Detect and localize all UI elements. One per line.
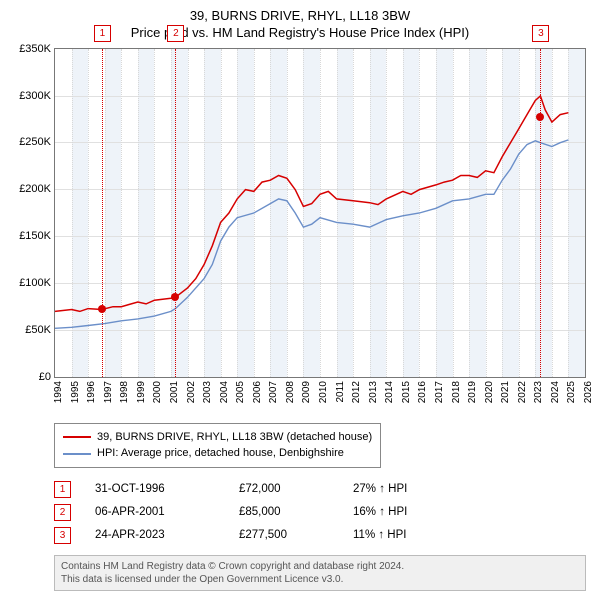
xtick-label: 2013	[368, 381, 379, 403]
xtick-label: 2010	[318, 381, 329, 403]
sale-marker-box: 3	[54, 527, 71, 544]
xtick-label: 2008	[285, 381, 296, 403]
xtick-label: 1996	[86, 381, 97, 403]
xtick-label: 1998	[119, 381, 130, 403]
footer-line-2: This data is licensed under the Open Gov…	[61, 573, 579, 586]
ytick-label: £350K	[19, 43, 51, 55]
xtick-label: 2017	[434, 381, 445, 403]
xtick-label: 2016	[417, 381, 428, 403]
ytick-label: £50K	[25, 324, 51, 336]
xtick-label: 2000	[152, 381, 163, 403]
sales-table: 1 31-OCT-1996 £72,000 27% ↑ HPI 2 06-APR-2001…	[54, 478, 590, 547]
xtick-label: 1997	[103, 381, 114, 403]
legend-label-hpi: HPI: Average price, detached house, Denb…	[97, 445, 344, 462]
legend-swatch-hpi	[63, 453, 91, 455]
line-series-property	[55, 96, 568, 312]
footer-line-1: Contains HM Land Registry data © Crown c…	[61, 560, 579, 573]
xtick-label: 2014	[384, 381, 395, 403]
sale-date: 06-APR-2001	[95, 501, 215, 524]
xtick-label: 2003	[202, 381, 213, 403]
sales-row: 1 31-OCT-1996 £72,000 27% ↑ HPI	[54, 478, 590, 501]
xtick-label: 1999	[136, 381, 147, 403]
sale-marker-box: 2	[167, 25, 184, 42]
sale-marker-dot	[98, 305, 106, 313]
xtick-label: 2022	[517, 381, 528, 403]
xtick-label: 2018	[451, 381, 462, 403]
ytick-label: £150K	[19, 230, 51, 242]
legend-swatch-property	[63, 436, 91, 438]
sale-marker-vline	[102, 49, 103, 377]
sale-diff: 27% ↑ HPI	[353, 478, 463, 501]
legend-label-property: 39, BURNS DRIVE, RHYL, LL18 3BW (detache…	[97, 429, 372, 446]
chart-container: 39, BURNS DRIVE, RHYL, LL18 3BW Price pa…	[0, 0, 600, 590]
sale-diff: 16% ↑ HPI	[353, 501, 463, 524]
legend-row-property: 39, BURNS DRIVE, RHYL, LL18 3BW (detache…	[63, 429, 372, 446]
sale-marker-vline	[175, 49, 176, 377]
sale-marker-box: 1	[94, 25, 111, 42]
line-series-svg	[55, 49, 585, 377]
xtick-label: 2005	[235, 381, 246, 403]
sale-marker-vline	[540, 49, 541, 377]
sale-price: £85,000	[239, 501, 329, 524]
xtick-label: 2002	[186, 381, 197, 403]
xtick-label: 2021	[500, 381, 511, 403]
chart-area: £0£50K£100K£150K£200K£250K£300K£350K1994…	[54, 48, 586, 378]
sale-marker-box: 2	[54, 504, 71, 521]
plot-area: £0£50K£100K£150K£200K£250K£300K£350K1994…	[54, 48, 586, 378]
sale-date: 24-APR-2023	[95, 524, 215, 547]
xtick-label: 2026	[583, 381, 594, 403]
xtick-label: 2012	[351, 381, 362, 403]
sales-row: 2 06-APR-2001 £85,000 16% ↑ HPI	[54, 501, 590, 524]
xtick-label: 2007	[268, 381, 279, 403]
xtick-label: 2025	[566, 381, 577, 403]
legend-row-hpi: HPI: Average price, detached house, Denb…	[63, 445, 372, 462]
xtick-label: 1995	[70, 381, 81, 403]
xtick-label: 2006	[252, 381, 263, 403]
xtick-label: 1994	[53, 381, 64, 403]
xtick-label: 2019	[467, 381, 478, 403]
footer-box: Contains HM Land Registry data © Crown c…	[54, 555, 586, 591]
sale-diff: 11% ↑ HPI	[353, 524, 463, 547]
sale-price: £72,000	[239, 478, 329, 501]
sale-marker-box: 1	[54, 481, 71, 498]
sale-marker-box: 3	[532, 25, 549, 42]
ytick-label: £200K	[19, 183, 51, 195]
sale-date: 31-OCT-1996	[95, 478, 215, 501]
xtick-label: 2009	[301, 381, 312, 403]
xtick-label: 2011	[335, 381, 346, 403]
xtick-label: 2001	[169, 381, 180, 403]
sale-marker-dot	[171, 293, 179, 301]
sale-price: £277,500	[239, 524, 329, 547]
ytick-label: £300K	[19, 90, 51, 102]
title-line-1: 39, BURNS DRIVE, RHYL, LL18 3BW	[10, 8, 590, 25]
xtick-label: 2023	[533, 381, 544, 403]
line-series-hpi	[55, 140, 568, 328]
sales-row: 3 24-APR-2023 £277,500 11% ↑ HPI	[54, 524, 590, 547]
legend-box: 39, BURNS DRIVE, RHYL, LL18 3BW (detache…	[54, 423, 381, 468]
xtick-label: 2020	[484, 381, 495, 403]
sale-marker-dot	[536, 113, 544, 121]
ytick-label: £100K	[19, 277, 51, 289]
xtick-label: 2015	[401, 381, 412, 403]
ytick-label: £250K	[19, 136, 51, 148]
xtick-label: 2004	[219, 381, 230, 403]
ytick-label: £0	[39, 371, 51, 383]
xtick-label: 2024	[550, 381, 561, 403]
